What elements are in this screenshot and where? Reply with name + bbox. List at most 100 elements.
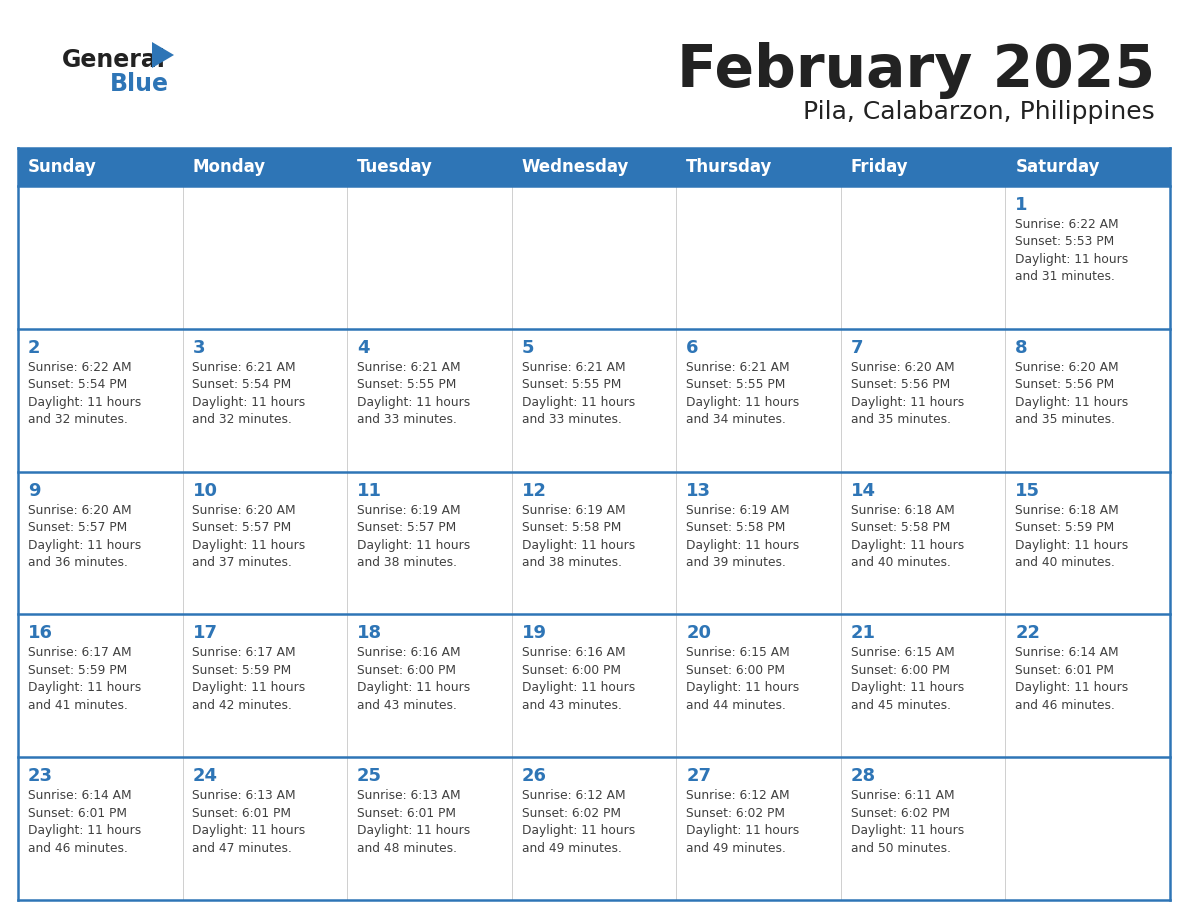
Text: 28: 28 — [851, 767, 876, 785]
Text: 8: 8 — [1016, 339, 1028, 357]
Text: Sunday: Sunday — [27, 158, 96, 176]
Text: Tuesday: Tuesday — [358, 158, 432, 176]
Text: Sunrise: 6:14 AM: Sunrise: 6:14 AM — [27, 789, 132, 802]
Text: 26: 26 — [522, 767, 546, 785]
Text: Daylight: 11 hours: Daylight: 11 hours — [1016, 539, 1129, 552]
Bar — [18, 472, 183, 614]
Text: Daylight: 11 hours: Daylight: 11 hours — [358, 824, 470, 837]
Bar — [183, 148, 347, 186]
Text: 23: 23 — [27, 767, 53, 785]
Text: and 43 minutes.: and 43 minutes. — [358, 699, 457, 711]
Text: Sunrise: 6:18 AM: Sunrise: 6:18 AM — [1016, 504, 1119, 517]
Bar — [347, 757, 512, 900]
Text: and 48 minutes.: and 48 minutes. — [358, 842, 457, 855]
Bar — [841, 757, 1005, 900]
Bar — [183, 186, 347, 329]
Text: Sunset: 6:01 PM: Sunset: 6:01 PM — [358, 807, 456, 820]
Text: Sunset: 5:57 PM: Sunset: 5:57 PM — [192, 521, 292, 534]
Text: Daylight: 11 hours: Daylight: 11 hours — [522, 539, 634, 552]
Bar — [183, 329, 347, 472]
Text: and 43 minutes.: and 43 minutes. — [522, 699, 621, 711]
Text: Sunset: 6:00 PM: Sunset: 6:00 PM — [851, 664, 949, 677]
Text: 24: 24 — [192, 767, 217, 785]
Text: Sunrise: 6:12 AM: Sunrise: 6:12 AM — [687, 789, 790, 802]
Text: and 42 minutes.: and 42 minutes. — [192, 699, 292, 711]
Bar — [183, 614, 347, 757]
Text: Sunrise: 6:18 AM: Sunrise: 6:18 AM — [851, 504, 954, 517]
Text: Sunset: 5:57 PM: Sunset: 5:57 PM — [358, 521, 456, 534]
Bar — [18, 614, 183, 757]
Text: 10: 10 — [192, 482, 217, 499]
Text: and 32 minutes.: and 32 minutes. — [27, 413, 128, 426]
Text: Daylight: 11 hours: Daylight: 11 hours — [27, 396, 141, 409]
Text: and 49 minutes.: and 49 minutes. — [687, 842, 786, 855]
Text: 4: 4 — [358, 339, 369, 357]
Text: Sunset: 6:02 PM: Sunset: 6:02 PM — [522, 807, 620, 820]
Text: Sunrise: 6:17 AM: Sunrise: 6:17 AM — [27, 646, 132, 659]
Text: Wednesday: Wednesday — [522, 158, 628, 176]
Text: Sunset: 5:58 PM: Sunset: 5:58 PM — [687, 521, 785, 534]
Text: Daylight: 11 hours: Daylight: 11 hours — [687, 539, 800, 552]
Text: February 2025: February 2025 — [677, 42, 1155, 99]
Bar — [18, 329, 183, 472]
Text: 22: 22 — [1016, 624, 1041, 643]
Bar — [676, 614, 841, 757]
Text: Daylight: 11 hours: Daylight: 11 hours — [192, 681, 305, 694]
Bar — [1005, 757, 1170, 900]
Text: Sunset: 5:57 PM: Sunset: 5:57 PM — [27, 521, 127, 534]
Text: Sunset: 5:59 PM: Sunset: 5:59 PM — [27, 664, 127, 677]
Bar — [512, 148, 676, 186]
Text: and 47 minutes.: and 47 minutes. — [192, 842, 292, 855]
Text: Saturday: Saturday — [1016, 158, 1100, 176]
Text: and 31 minutes.: and 31 minutes. — [1016, 271, 1116, 284]
Bar — [841, 614, 1005, 757]
Bar — [1005, 614, 1170, 757]
Text: 21: 21 — [851, 624, 876, 643]
Text: Sunrise: 6:19 AM: Sunrise: 6:19 AM — [522, 504, 625, 517]
Text: Sunset: 5:56 PM: Sunset: 5:56 PM — [851, 378, 950, 391]
Text: 6: 6 — [687, 339, 699, 357]
Polygon shape — [152, 42, 173, 68]
Text: and 40 minutes.: and 40 minutes. — [851, 556, 950, 569]
Text: Daylight: 11 hours: Daylight: 11 hours — [851, 539, 963, 552]
Text: 27: 27 — [687, 767, 712, 785]
Text: Sunrise: 6:13 AM: Sunrise: 6:13 AM — [192, 789, 296, 802]
Text: 20: 20 — [687, 624, 712, 643]
Text: Sunset: 5:59 PM: Sunset: 5:59 PM — [1016, 521, 1114, 534]
Text: Sunset: 5:58 PM: Sunset: 5:58 PM — [851, 521, 950, 534]
Text: Sunset: 6:01 PM: Sunset: 6:01 PM — [192, 807, 291, 820]
Text: and 45 minutes.: and 45 minutes. — [851, 699, 950, 711]
Text: Daylight: 11 hours: Daylight: 11 hours — [1016, 681, 1129, 694]
Text: and 39 minutes.: and 39 minutes. — [687, 556, 786, 569]
Bar — [1005, 148, 1170, 186]
Bar — [18, 186, 183, 329]
Text: 7: 7 — [851, 339, 864, 357]
Text: and 46 minutes.: and 46 minutes. — [27, 842, 128, 855]
Text: Daylight: 11 hours: Daylight: 11 hours — [687, 681, 800, 694]
Bar — [676, 757, 841, 900]
Text: Sunrise: 6:19 AM: Sunrise: 6:19 AM — [687, 504, 790, 517]
Text: Sunrise: 6:17 AM: Sunrise: 6:17 AM — [192, 646, 296, 659]
Bar — [1005, 472, 1170, 614]
Text: Daylight: 11 hours: Daylight: 11 hours — [27, 824, 141, 837]
Text: Sunrise: 6:15 AM: Sunrise: 6:15 AM — [687, 646, 790, 659]
Text: Sunset: 5:54 PM: Sunset: 5:54 PM — [192, 378, 292, 391]
Text: Sunset: 6:02 PM: Sunset: 6:02 PM — [851, 807, 949, 820]
Bar — [512, 329, 676, 472]
Text: Daylight: 11 hours: Daylight: 11 hours — [358, 539, 470, 552]
Text: 15: 15 — [1016, 482, 1041, 499]
Bar — [347, 329, 512, 472]
Text: Sunrise: 6:15 AM: Sunrise: 6:15 AM — [851, 646, 954, 659]
Text: Sunrise: 6:14 AM: Sunrise: 6:14 AM — [1016, 646, 1119, 659]
Text: and 50 minutes.: and 50 minutes. — [851, 842, 950, 855]
Text: Sunset: 5:53 PM: Sunset: 5:53 PM — [1016, 236, 1114, 249]
Text: and 33 minutes.: and 33 minutes. — [522, 413, 621, 426]
Bar — [676, 472, 841, 614]
Bar — [512, 614, 676, 757]
Text: Sunrise: 6:12 AM: Sunrise: 6:12 AM — [522, 789, 625, 802]
Text: 14: 14 — [851, 482, 876, 499]
Text: and 38 minutes.: and 38 minutes. — [522, 556, 621, 569]
Text: and 36 minutes.: and 36 minutes. — [27, 556, 128, 569]
Bar — [18, 757, 183, 900]
Text: Sunrise: 6:21 AM: Sunrise: 6:21 AM — [358, 361, 461, 374]
